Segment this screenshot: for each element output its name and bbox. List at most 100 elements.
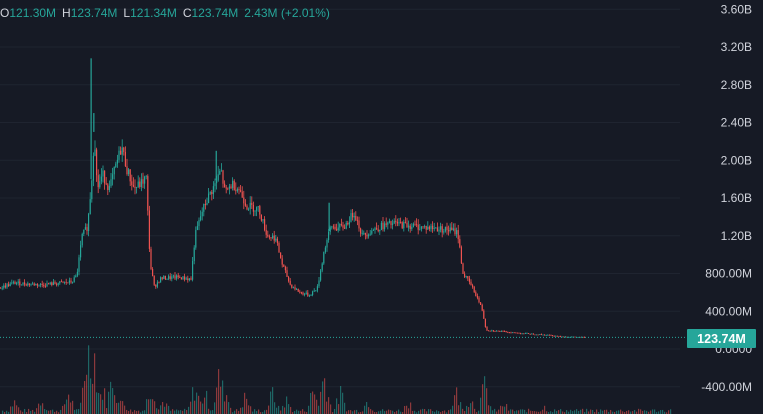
candle-body [352,213,354,218]
candle-body [326,240,328,248]
candle-body [563,336,565,338]
candle-body [62,281,64,283]
candle-body [184,276,186,280]
candle-body [169,276,171,279]
candle-body [24,282,26,285]
axis-tick-label: 400.00M [705,304,752,318]
volume-bar [132,411,134,414]
volume-bar [280,410,282,414]
volume-bar [584,412,586,414]
volume-bar [310,392,312,414]
volume-bar [302,409,304,414]
volume-bar [56,410,58,414]
price-axis[interactable]: 3.60B 3.20B 2.80B 2.40B 2.00B 1.60B 1.20B 800.0… [701,2,752,394]
volume-bar [250,406,252,414]
candle-body [129,169,131,182]
volume-bar [82,387,84,414]
volume-bar [392,410,394,414]
candle-body [208,193,210,204]
candle-body [473,286,475,293]
candle-body [104,170,106,184]
volume-bar [264,410,266,414]
volume-bar [658,411,660,414]
candle-body [404,221,406,223]
volume-bar [258,409,260,414]
candle-body [532,333,534,335]
candle-body [203,204,205,212]
volume-bar [90,378,92,414]
volume-bars [2,345,672,414]
volume-bar [650,410,652,414]
candle-body [406,222,408,228]
candle-body [518,332,520,334]
candle-body [526,333,528,334]
volume-bar [612,411,614,414]
candle-body [192,261,194,280]
candle-body [492,330,494,332]
candle-body [451,227,453,230]
volume-bar [520,409,522,414]
candle-body [440,226,442,230]
candle-body [393,220,395,224]
candle-body [198,220,200,227]
volume-bar [98,392,100,414]
volume-bar [624,411,626,414]
volume-bar [48,410,50,414]
volume-bar [480,397,482,414]
candle-body [528,333,530,334]
candle-body [227,188,229,190]
volume-bar [464,411,466,414]
candle-body [574,336,576,338]
candle-body [67,282,69,284]
volume-bar [466,405,468,414]
candle-body [436,227,438,232]
volume-bar [138,410,140,414]
volume-bar [540,411,542,414]
candle-body [36,283,38,286]
candle-body [246,205,248,210]
candle-body [14,281,16,284]
candle-body [260,214,262,221]
volume-bar [446,412,448,414]
volume-bar [642,410,644,414]
candle-body [11,282,13,284]
candle-body [113,167,115,175]
candle-body [310,295,312,296]
axis-tick-label: 3.20B [721,40,752,54]
volume-bar [428,409,430,414]
candle-body [107,184,109,190]
candle-body [76,271,78,276]
volume-bar [180,410,182,414]
volume-bar [288,404,290,414]
candle-body [217,174,219,181]
candle-body [363,232,365,234]
volume-bar [548,412,550,414]
candle-body [476,296,478,298]
candle-body [22,282,24,285]
candle-body [387,222,389,225]
volume-bar [486,388,488,414]
candle-body [542,334,544,336]
candle-body [30,284,32,285]
candle-body [176,275,178,279]
candle-body [430,225,432,229]
volume-bar [332,412,334,414]
volume-bar [306,411,308,414]
volume-bar [32,409,34,414]
volume-bar [668,410,670,414]
candle-body [144,176,146,184]
volume-bar [578,410,580,414]
volume-bar [628,410,630,414]
candle-body [294,287,296,290]
candle-body [577,336,579,338]
volume-bar [156,408,158,414]
volume-bar [342,392,344,414]
volume-bar [298,410,300,414]
candle-body [483,310,485,319]
candle-body [435,227,437,229]
candle-body [505,331,507,333]
volume-bar [456,387,458,414]
volume-bar [490,406,492,414]
volume-bar [216,387,218,414]
